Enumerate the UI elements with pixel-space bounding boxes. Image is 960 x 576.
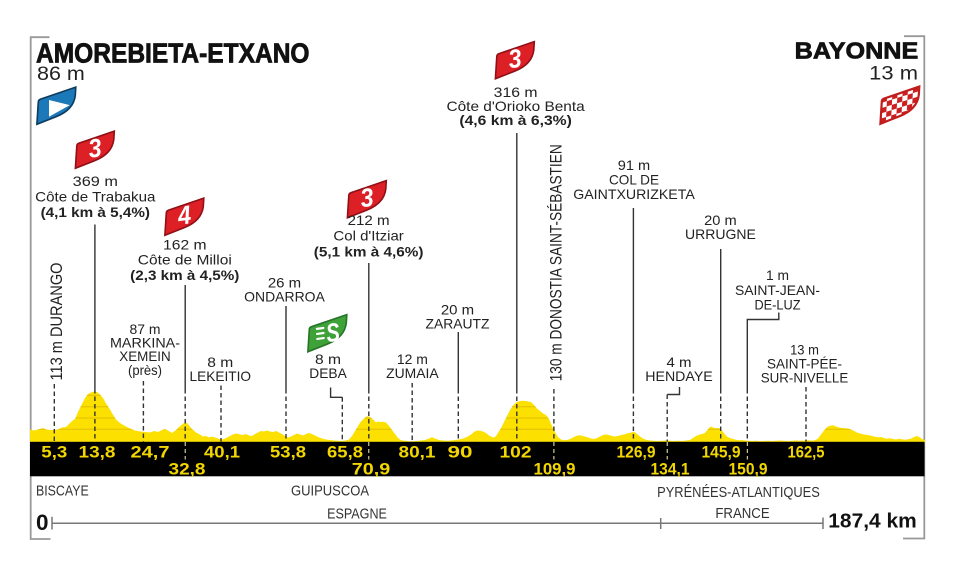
svg-text:SAINT-PÉE-: SAINT-PÉE- bbox=[767, 355, 842, 371]
svg-text:87 m: 87 m bbox=[130, 321, 161, 337]
svg-text:SUR-NIVELLE: SUR-NIVELLE bbox=[761, 369, 849, 385]
svg-text:316 m: 316 m bbox=[494, 84, 538, 100]
svg-text:3: 3 bbox=[359, 182, 376, 213]
svg-text:162,5: 162,5 bbox=[788, 444, 825, 462]
svg-text:187,4 km: 187,4 km bbox=[828, 511, 916, 533]
svg-text:53,8: 53,8 bbox=[270, 444, 306, 462]
svg-text:70,9: 70,9 bbox=[352, 461, 390, 479]
svg-text:3: 3 bbox=[87, 132, 104, 163]
svg-text:BISCAYE: BISCAYE bbox=[36, 483, 89, 500]
svg-text:26 m: 26 m bbox=[268, 275, 301, 291]
svg-text:BAYONNE: BAYONNE bbox=[795, 37, 919, 63]
svg-text:ONDARROA: ONDARROA bbox=[244, 288, 325, 304]
svg-text:40,1: 40,1 bbox=[204, 444, 240, 462]
svg-text:XEMEIN: XEMEIN bbox=[119, 348, 171, 364]
svg-text:5,3: 5,3 bbox=[41, 444, 67, 462]
svg-text:13 m: 13 m bbox=[869, 64, 918, 85]
svg-text:369 m: 369 m bbox=[73, 173, 118, 189]
svg-text:Côte de Milloi: Côte de Milloi bbox=[138, 252, 232, 268]
svg-text:8 m: 8 m bbox=[207, 354, 233, 370]
svg-text:86 m: 86 m bbox=[37, 64, 85, 85]
svg-text:113 m DURANGO: 113 m DURANGO bbox=[48, 262, 66, 380]
svg-text:COL DE: COL DE bbox=[609, 171, 659, 187]
svg-text:162 m: 162 m bbox=[163, 236, 207, 252]
svg-text:DE-LUZ: DE-LUZ bbox=[754, 297, 801, 313]
svg-text:145,9: 145,9 bbox=[702, 444, 741, 462]
svg-text:MARKINA-: MARKINA- bbox=[110, 335, 180, 351]
svg-text:GAINTXURIZKETA: GAINTXURIZKETA bbox=[573, 186, 695, 202]
svg-text:(2,3 km à 4,5%): (2,3 km à 4,5%) bbox=[130, 267, 239, 283]
svg-text:13,8: 13,8 bbox=[79, 444, 116, 462]
svg-text:ESPAGNE: ESPAGNE bbox=[327, 506, 387, 523]
svg-text:0: 0 bbox=[36, 510, 49, 535]
svg-text:URRUGNE: URRUGNE bbox=[685, 226, 756, 242]
svg-text:3: 3 bbox=[507, 43, 524, 74]
svg-text:12 m: 12 m bbox=[397, 351, 428, 367]
svg-text:LEKEITIO: LEKEITIO bbox=[190, 368, 252, 384]
svg-text:HENDAYE: HENDAYE bbox=[645, 368, 713, 384]
svg-text:PYRÉNÉES-ATLANTIQUES: PYRÉNÉES-ATLANTIQUES bbox=[657, 484, 820, 501]
svg-text:80,1: 80,1 bbox=[399, 444, 436, 462]
svg-text:130 m DONOSTIA SAINT-SÉBASTIEN: 130 m DONOSTIA SAINT-SÉBASTIEN bbox=[547, 144, 566, 381]
svg-text:AMOREBIETA-ETXANO: AMOREBIETA-ETXANO bbox=[36, 37, 310, 68]
svg-text:109,9: 109,9 bbox=[534, 461, 576, 479]
svg-text:Côte de Trabakua: Côte de Trabakua bbox=[35, 188, 156, 204]
svg-text:91 m: 91 m bbox=[618, 157, 650, 173]
svg-text:212 m: 212 m bbox=[348, 212, 390, 228]
svg-text:SAINT-JEAN-: SAINT-JEAN- bbox=[735, 282, 820, 298]
svg-text:(5,1 km à 4,6%): (5,1 km à 4,6%) bbox=[314, 243, 424, 259]
svg-text:90: 90 bbox=[448, 444, 473, 462]
svg-text:32,8: 32,8 bbox=[169, 461, 206, 479]
svg-text:102: 102 bbox=[500, 444, 532, 462]
svg-text:4: 4 bbox=[175, 199, 193, 231]
svg-text:4 m: 4 m bbox=[667, 354, 692, 370]
svg-text:20 m: 20 m bbox=[441, 301, 474, 317]
svg-text:S: S bbox=[324, 317, 342, 348]
svg-text:DEBA: DEBA bbox=[309, 365, 347, 381]
svg-text:126,9: 126,9 bbox=[617, 444, 656, 462]
svg-text:13 m: 13 m bbox=[790, 341, 819, 357]
svg-text:8 m: 8 m bbox=[315, 351, 341, 367]
svg-text:134,1: 134,1 bbox=[651, 461, 690, 479]
svg-text:1 m: 1 m bbox=[766, 267, 789, 283]
svg-text:Col d'Itziar: Col d'Itziar bbox=[333, 228, 404, 244]
svg-text:(4,6 km à 6,3%): (4,6 km à 6,3%) bbox=[459, 112, 572, 128]
svg-text:ZARAUTZ: ZARAUTZ bbox=[426, 315, 490, 331]
svg-text:65,8: 65,8 bbox=[327, 444, 363, 462]
svg-text:FRANCE: FRANCE bbox=[715, 505, 769, 522]
svg-text:GUIPUSCOA: GUIPUSCOA bbox=[291, 483, 369, 500]
svg-text:(4,1 km à 5,4%): (4,1 km à 5,4%) bbox=[41, 204, 150, 220]
svg-text:Côte d'Orioko Benta: Côte d'Orioko Benta bbox=[447, 98, 585, 114]
svg-text:150,9: 150,9 bbox=[729, 461, 768, 479]
svg-text:ZUMAIA: ZUMAIA bbox=[386, 365, 439, 381]
svg-text:20 m: 20 m bbox=[704, 212, 737, 228]
svg-text:24,7: 24,7 bbox=[131, 444, 170, 462]
svg-text:(près): (près) bbox=[128, 362, 162, 378]
